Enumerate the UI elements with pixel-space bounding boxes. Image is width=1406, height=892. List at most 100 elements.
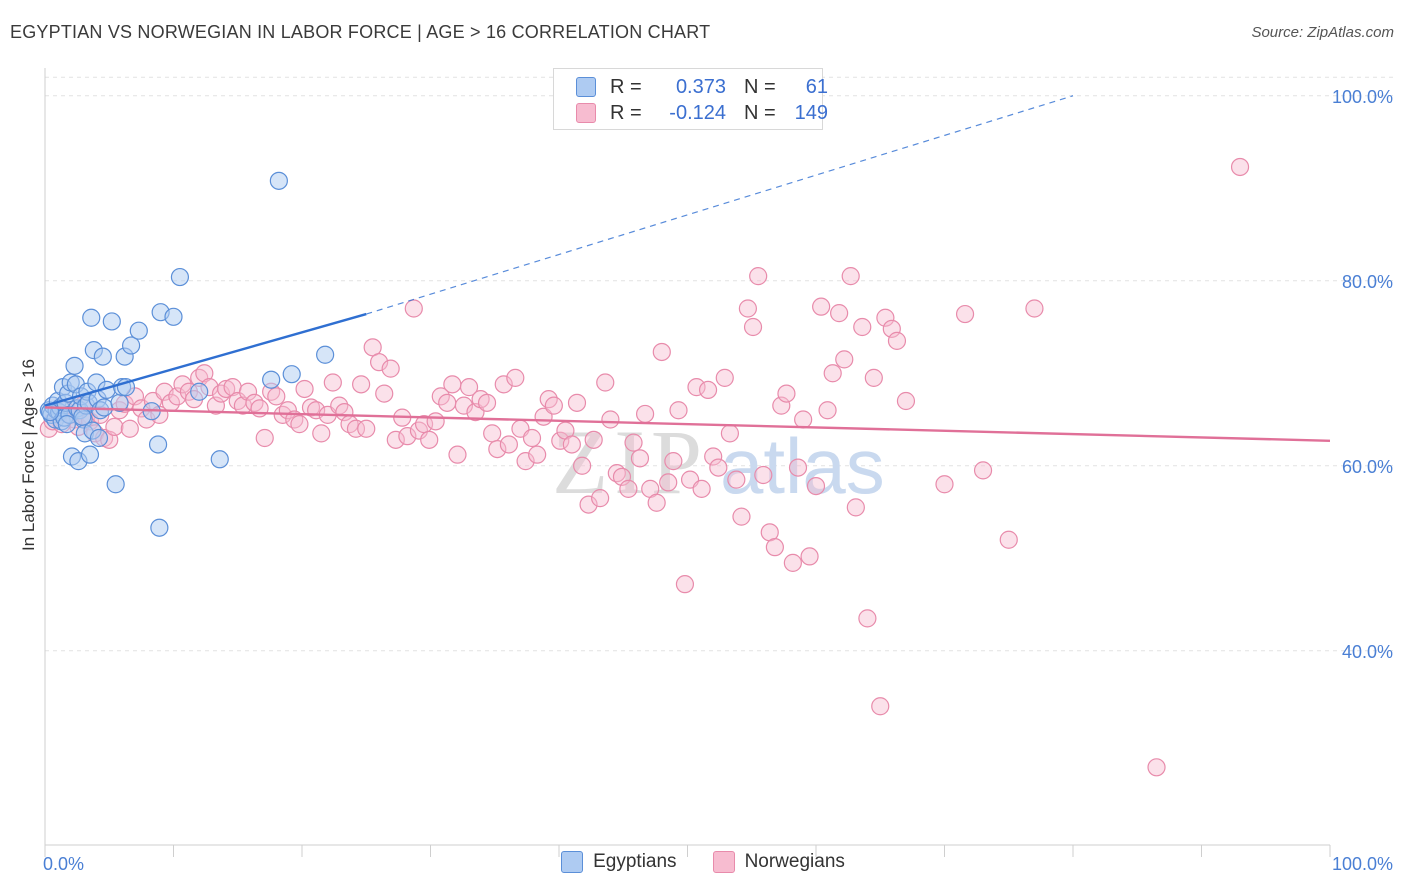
- norwegians-point: [459, 378, 479, 397]
- norwegians-point: [579, 495, 598, 514]
- norwegians-point: [846, 498, 865, 517]
- norwegians-point: [864, 368, 883, 387]
- egyptians-point: [129, 321, 148, 340]
- norwegians-point: [217, 379, 236, 399]
- egyptians-legend-swatch: [561, 851, 584, 873]
- norwegians-point: [698, 380, 718, 399]
- norwegians-point: [720, 424, 740, 443]
- chart-title: EGYPTIAN VS NORWEGIAN IN LABOR FORCE | A…: [10, 22, 711, 42]
- norwegians-point: [567, 393, 587, 412]
- norwegians-point: [596, 373, 615, 392]
- legend-label-egyptians: Egyptians: [593, 851, 677, 872]
- norwegians-point: [584, 430, 603, 449]
- norwegians-point: [346, 419, 366, 438]
- legend-r-label: R =: [610, 75, 642, 98]
- legend-row-norwegians: R = -0.124 N = 149: [576, 101, 828, 125]
- norwegians-swatch: [576, 103, 596, 123]
- norwegians-point: [312, 424, 331, 443]
- grid-lines: [45, 76, 1393, 652]
- norwegians-point: [323, 373, 342, 392]
- legend-n-value-egyptians: 61: [805, 75, 828, 98]
- watermark-zip: ZIP: [552, 411, 708, 513]
- norwegians-point: [105, 417, 124, 436]
- norwegians-point: [635, 404, 655, 424]
- norwegians-point: [448, 445, 467, 464]
- y-axis-label: In Labor Force | Age > 16: [19, 359, 38, 551]
- legend-r-label: R =: [610, 101, 642, 124]
- legend-label-norwegians: Norwegians: [744, 851, 845, 872]
- norwegians-point: [876, 308, 895, 327]
- egyptians-point: [41, 403, 60, 422]
- y-tick-label: 100.0%: [1332, 87, 1393, 107]
- norwegians-point: [818, 401, 837, 420]
- y-tick-label: 40.0%: [1342, 642, 1393, 662]
- norwegians-point: [659, 473, 678, 492]
- norwegians-point: [375, 384, 394, 403]
- norwegians-point: [669, 401, 688, 420]
- norwegians-point: [516, 452, 535, 471]
- norwegians-point: [743, 317, 763, 337]
- y-tick-label: 60.0%: [1342, 457, 1393, 477]
- norwegians-point: [494, 375, 513, 394]
- norwegians-trend-line: [44, 406, 1331, 442]
- norwegians-point: [664, 452, 683, 471]
- chart-source: Source: ZipAtlas.com: [1251, 24, 1394, 41]
- egyptians-point: [148, 435, 168, 454]
- norwegians-point: [727, 470, 746, 489]
- norwegians-point: [238, 382, 258, 401]
- legend-n-label: N =: [744, 75, 776, 98]
- norwegians-point: [853, 317, 872, 337]
- norwegians-point: [544, 396, 563, 415]
- stats-legend: R = 0.373 N = 61 R = -0.124 N = 149: [553, 68, 828, 130]
- norwegians-point: [573, 456, 592, 475]
- norwegians-point: [454, 396, 474, 415]
- norwegians-point: [835, 350, 854, 369]
- norwegians-point: [806, 477, 826, 496]
- egyptians-point: [89, 428, 109, 448]
- norwegians-point: [477, 393, 497, 412]
- norwegians-point: [777, 384, 796, 403]
- y-tick-label: 80.0%: [1342, 272, 1393, 292]
- norwegians-point: [732, 507, 751, 526]
- norwegians-point: [738, 299, 757, 318]
- legend-item-norwegians: Norwegians: [712, 851, 845, 873]
- norwegians-point: [173, 375, 192, 394]
- norwegians-point: [1147, 758, 1166, 777]
- norwegians-point: [357, 419, 376, 438]
- norwegians-point: [783, 553, 802, 572]
- egyptians-point: [262, 370, 281, 389]
- egyptians-point: [150, 518, 169, 537]
- norwegians-point: [887, 331, 907, 350]
- norwegians-point: [765, 538, 784, 557]
- norwegians-point: [692, 479, 711, 498]
- egyptians-point: [65, 356, 84, 375]
- norwegians-point: [704, 447, 723, 466]
- norwegians-point: [506, 368, 525, 387]
- norwegians-point: [749, 267, 768, 286]
- egyptians-point: [121, 336, 141, 355]
- norwegians-point: [206, 396, 226, 415]
- norwegians-point: [267, 387, 286, 406]
- egyptians-point: [82, 308, 101, 327]
- norwegians-point: [562, 435, 581, 454]
- norwegians-point: [999, 530, 1018, 549]
- legend-r-value-egyptians: 0.373: [675, 75, 726, 98]
- egyptians-point: [80, 445, 100, 464]
- norwegians-point: [973, 461, 993, 480]
- norwegians-point: [830, 304, 849, 323]
- norwegians-point: [195, 364, 214, 383]
- norwegians-point: [404, 299, 423, 318]
- norwegians-point: [431, 387, 450, 406]
- norwegians-point: [788, 458, 808, 477]
- egyptians-points: [39, 171, 335, 537]
- egyptians-point: [57, 415, 76, 434]
- norwegians-point: [438, 393, 457, 412]
- norwegians-point: [896, 391, 916, 411]
- norwegians-point: [295, 379, 314, 399]
- norwegians-point: [370, 353, 389, 372]
- norwegians-point: [301, 398, 321, 417]
- norwegians-point: [352, 375, 371, 394]
- egyptians-point: [282, 365, 301, 384]
- egyptians-trend-line: [44, 312, 367, 407]
